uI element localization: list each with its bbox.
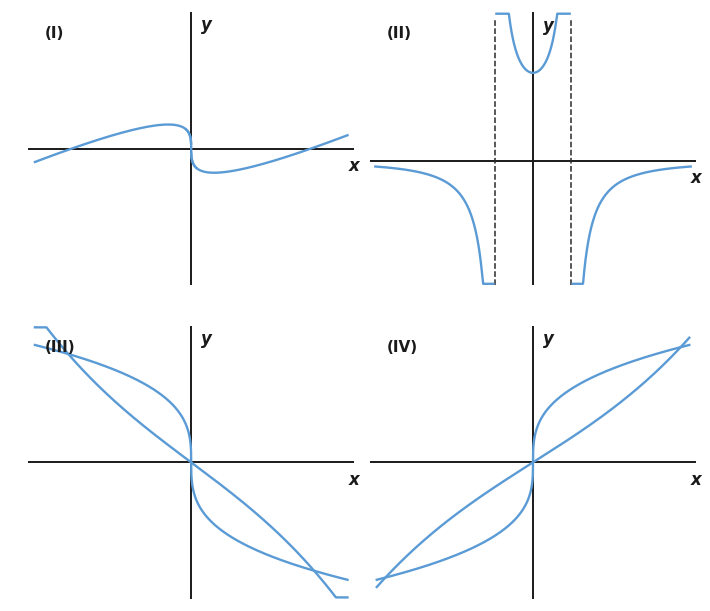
Text: (II): (II)	[386, 26, 412, 41]
Text: (III): (III)	[45, 340, 75, 354]
Text: y: y	[542, 16, 554, 35]
Text: x: x	[349, 470, 359, 489]
Text: x: x	[690, 169, 701, 187]
Text: x: x	[349, 157, 359, 175]
Text: y: y	[542, 330, 554, 348]
Text: (I): (I)	[45, 26, 64, 41]
Text: y: y	[201, 330, 212, 348]
Text: (IV): (IV)	[386, 340, 417, 354]
Text: x: x	[690, 470, 701, 489]
Text: y: y	[201, 16, 212, 34]
